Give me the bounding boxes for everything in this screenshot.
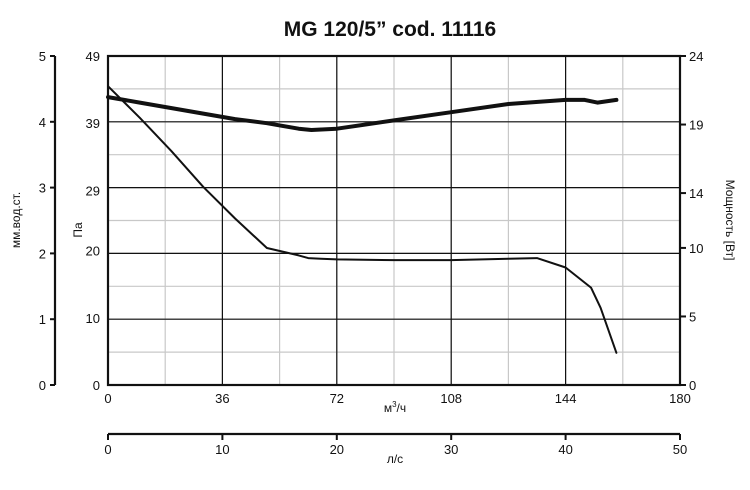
y3-tick-label: 14 bbox=[689, 186, 703, 201]
x-axis-label: м3/ч bbox=[384, 400, 406, 415]
y-tick-label: 29 bbox=[86, 183, 100, 198]
x-tick-label: 144 bbox=[555, 391, 577, 406]
curves bbox=[106, 85, 619, 354]
x-tick-label: 72 bbox=[330, 391, 344, 406]
x2-tick-label: 20 bbox=[330, 442, 344, 457]
y-tick-label: 10 bbox=[86, 311, 100, 326]
y2-tick-label: 3 bbox=[39, 181, 46, 196]
pressure-curve bbox=[107, 85, 618, 354]
x-tick-label: 180 bbox=[669, 391, 691, 406]
x2-axis-label: л/с bbox=[387, 452, 403, 466]
grid bbox=[107, 55, 681, 386]
x-tick-label: 36 bbox=[215, 391, 229, 406]
x2-tick-label: 10 bbox=[215, 442, 229, 457]
y2-tick-label: 0 bbox=[39, 378, 46, 393]
y3-tick-label: 5 bbox=[689, 309, 696, 324]
x-tick-label: 108 bbox=[440, 391, 462, 406]
y2-axis-label: мм.вод.ст. bbox=[9, 192, 23, 248]
y3-axis-label: Мощность [Вт] bbox=[723, 180, 737, 261]
y3-tick-label: 24 bbox=[689, 49, 703, 64]
y-tick-label: 49 bbox=[86, 49, 100, 64]
y3-tick-label: 10 bbox=[689, 241, 703, 256]
y2-tick-label: 2 bbox=[39, 246, 46, 261]
y-tick-label: 20 bbox=[86, 244, 100, 259]
x-tick-label: 0 bbox=[104, 391, 111, 406]
y-axis-label: Па bbox=[71, 222, 85, 238]
chart-title: MG 120/5” cod. 11116 bbox=[284, 18, 496, 41]
y2-tick-label: 1 bbox=[39, 312, 46, 327]
x2-tick-label: 30 bbox=[444, 442, 458, 457]
power-curve bbox=[106, 95, 619, 132]
plot-frame bbox=[106, 54, 682, 387]
y2-tick-label: 5 bbox=[39, 49, 46, 64]
y-tick-label: 39 bbox=[86, 116, 100, 131]
x2-tick-label: 50 bbox=[673, 442, 687, 457]
x2-tick-label: 40 bbox=[558, 442, 572, 457]
x2-tick-label: 0 bbox=[104, 442, 111, 457]
y3-tick-label: 19 bbox=[689, 118, 703, 133]
y-tick-label: 0 bbox=[93, 378, 100, 393]
y3-tick-label: 0 bbox=[689, 378, 696, 393]
y2-tick-label: 4 bbox=[39, 115, 46, 130]
plot-border bbox=[106, 54, 682, 387]
